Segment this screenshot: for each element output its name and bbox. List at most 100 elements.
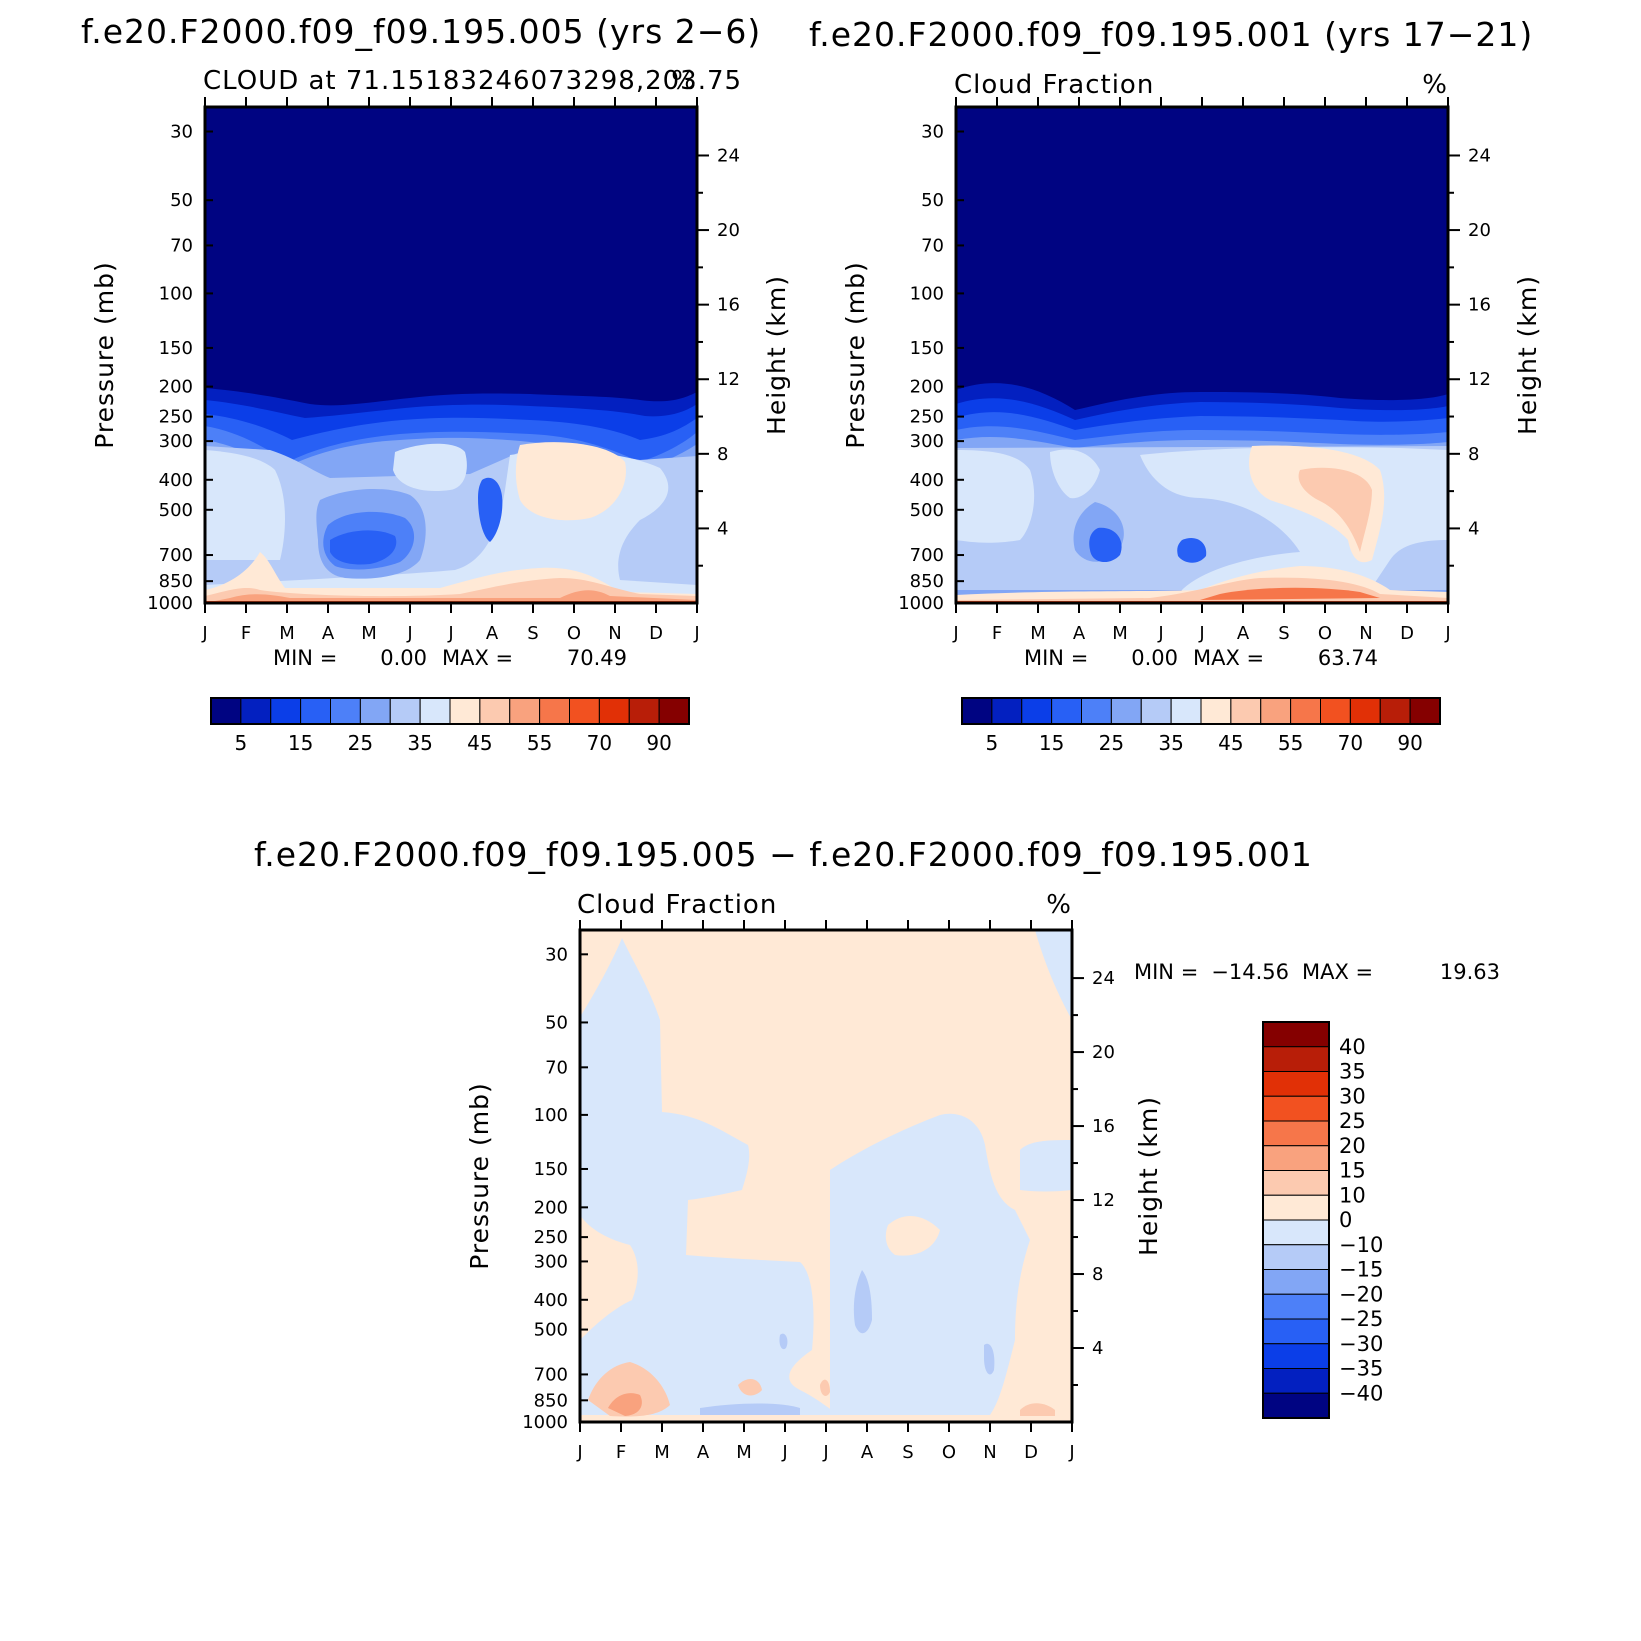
colorbar-swatch	[1262, 1219, 1330, 1246]
panel-b: Cloud Fraction % 30507010015020025030040…	[841, 70, 1542, 755]
diff-units: %	[1046, 890, 1072, 920]
x-tick-label: M	[1112, 623, 1128, 644]
y-tick-label: 200	[910, 377, 944, 398]
contour-warm-bottom-3	[205, 590, 697, 603]
colorbar-swatch	[240, 697, 272, 725]
colorbar-swatch	[1262, 1021, 1330, 1048]
x-tick-label: M	[279, 623, 295, 644]
diff-ylabel: Pressure (mb)	[465, 1082, 494, 1269]
y-tick-label: 1000	[147, 593, 193, 614]
colorbar-swatch	[1230, 697, 1262, 725]
colorbar-frame	[961, 697, 1441, 725]
colorbar-swatch	[1110, 697, 1142, 725]
contour-neg-bottom	[700, 1403, 800, 1415]
y-tick-label: 300	[534, 1251, 568, 1272]
y-tick-label: 250	[159, 407, 193, 428]
colorbar-label: 25	[1099, 731, 1124, 755]
diff-y2-axis: 24 20 16 12 8 4	[1072, 968, 1115, 1387]
colorbar-label: −30	[1339, 1332, 1383, 1356]
x-tick-label: J	[952, 623, 958, 644]
y-tick-label: 500	[159, 500, 193, 521]
colorbar-swatch	[598, 697, 630, 725]
x-tick-label: J	[201, 623, 207, 644]
colorbar-swatch	[1262, 1095, 1330, 1122]
y-tick-label: 300	[910, 431, 944, 452]
panel-a-contours	[205, 107, 697, 603]
colorbar-swatch	[1262, 1368, 1330, 1394]
y-tick-label: 1000	[522, 1412, 568, 1433]
colorbar-label: 20	[1339, 1134, 1366, 1158]
colorbar-label: 15	[1339, 1159, 1366, 1183]
colorbar-swatch	[1262, 1293, 1330, 1320]
x-tick-label: S	[527, 623, 538, 644]
panel-b-min-value: 0.00	[1131, 646, 1178, 670]
panel-a: CLOUD at 71.15183246073298,203.75 % 3050…	[90, 66, 791, 755]
colorbar-swatch	[1170, 697, 1202, 725]
colorbar-label: 5	[235, 731, 248, 755]
colorbar-label: −40	[1339, 1381, 1383, 1405]
colorbar-swatch	[1140, 697, 1172, 725]
colorbar-label: 25	[348, 731, 373, 755]
diff-title: f.e20.F2000.f09_f09.195.005 − f.e20.F200…	[254, 835, 1313, 874]
colorbar-swatch	[1262, 1318, 1330, 1345]
colorbar-label: 40	[1339, 1035, 1366, 1059]
x-tick-label: J	[1157, 623, 1163, 644]
panel-b-subtitle: Cloud Fraction	[954, 70, 1154, 100]
y2-tick-label: 8	[1468, 444, 1479, 465]
y-tick-label: 300	[159, 431, 193, 452]
contour-pos-jul	[820, 1379, 830, 1396]
colorbar-label: −10	[1339, 1233, 1383, 1257]
contour-neg-right	[830, 1113, 1030, 1415]
panel-b-title: f.e20.F2000.f09_f09.195.001 (yrs 17−21)	[809, 15, 1533, 54]
panel-a-max-value: 70.49	[567, 646, 627, 670]
panel-a-y2-axis: 24 20 16 12 8 4	[697, 145, 740, 567]
y2-tick-label: 24	[1468, 145, 1491, 166]
contour-neg-dot-2	[984, 1343, 995, 1375]
colorbar-swatch	[1320, 697, 1351, 725]
colorbar-label: −20	[1339, 1282, 1383, 1306]
contour-light-mid	[1050, 449, 1100, 499]
y-tick-label: 700	[910, 545, 944, 566]
colorbar-swatch	[210, 697, 242, 725]
x-tick-label: D	[649, 623, 663, 644]
contour-pos-feb-core	[608, 1393, 642, 1416]
panel-a-min-label: MIN =	[273, 646, 337, 670]
y-tick-label: 70	[170, 235, 193, 256]
colorbar-label: 35	[1339, 1060, 1366, 1084]
y-tick-label: 150	[534, 1159, 568, 1180]
panel-a-subtitle: CLOUD at 71.15183246073298,203.75	[203, 66, 742, 96]
y-tick-label: 500	[534, 1320, 568, 1341]
contour-light-top	[393, 443, 467, 492]
colorbar-swatch	[389, 697, 421, 725]
colorbar-swatch	[300, 697, 331, 725]
y2-tick-label: 16	[1092, 1116, 1115, 1137]
x-tick-label: M	[1030, 623, 1046, 644]
panel-b-ylabel: Pressure (mb)	[841, 261, 870, 448]
y-tick-label: 150	[159, 338, 193, 359]
x-tick-label: J	[1068, 1442, 1074, 1463]
colorbar-swatch	[539, 697, 570, 725]
panel-b-contours	[956, 107, 1448, 603]
colorbar-swatch	[1349, 697, 1381, 725]
colorbar-label: 70	[1338, 731, 1363, 755]
y-tick-label: 150	[910, 338, 944, 359]
x-tick-label: F	[241, 623, 251, 644]
y-tick-label: 700	[159, 545, 193, 566]
colorbar-label: 55	[1278, 731, 1303, 755]
colorbar-label: 90	[1397, 731, 1422, 755]
contour-neg-left	[580, 938, 840, 1415]
y2-tick-label: 4	[717, 518, 728, 539]
colorbar-swatch	[991, 697, 1023, 725]
colorbar-swatch	[270, 697, 302, 725]
contour-warm-fall	[515, 442, 626, 521]
y2-tick-label: 12	[1092, 1190, 1115, 1211]
panel-a-min-value: 0.00	[380, 646, 427, 670]
colorbar-swatch	[1200, 697, 1232, 725]
diff-y2label: Height (km)	[1134, 1096, 1163, 1256]
y-tick-label: 250	[534, 1227, 568, 1248]
panel-a-max-label: MAX =	[442, 646, 513, 670]
y2-tick-label: 12	[1468, 369, 1491, 390]
